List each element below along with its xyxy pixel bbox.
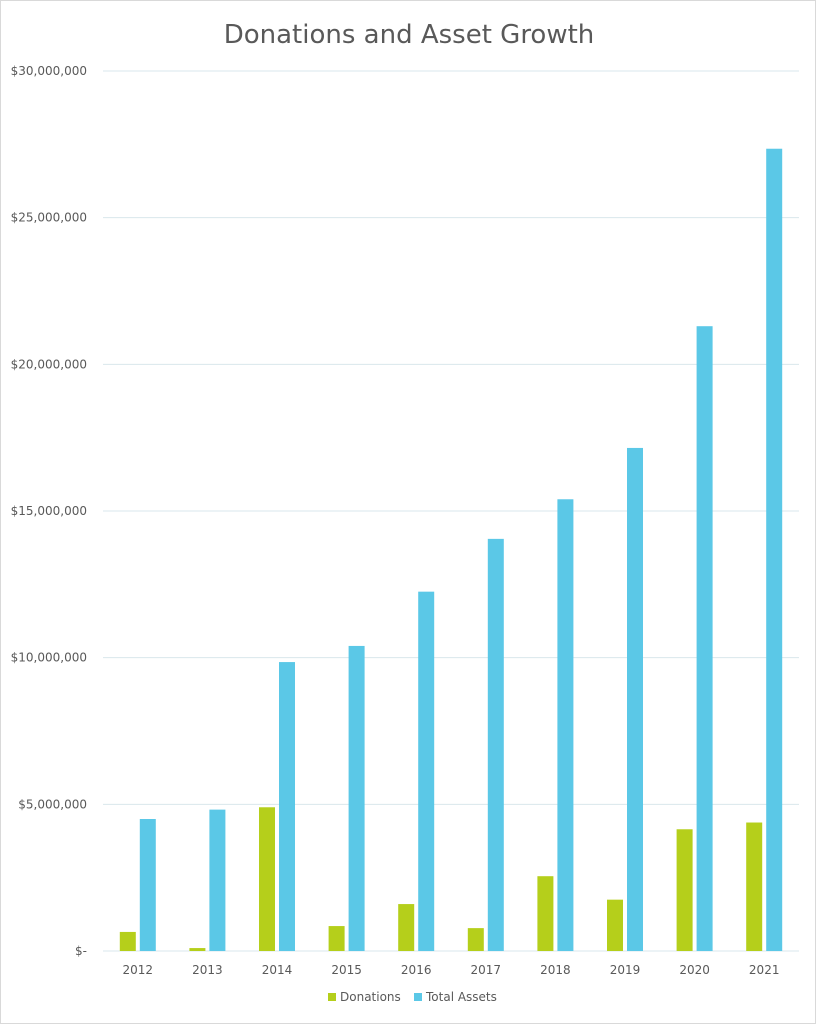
y-tick-label: $5,000,000 [18, 797, 87, 811]
y-tick-label: $15,000,000 [11, 504, 87, 518]
bar-total-assets-2012 [139, 819, 156, 951]
bar-donations-2015 [328, 926, 345, 951]
legend-label-total-assets: Total Assets [425, 990, 497, 1004]
bar-donations-2014 [259, 807, 275, 951]
bar-donations-2020 [676, 829, 693, 951]
legend-swatch-donations [328, 993, 336, 1001]
gridlines [103, 70, 799, 952]
bar-donations-2018 [537, 876, 554, 951]
y-tick-label: $25,000,000 [11, 211, 87, 225]
bar-donations-2013 [189, 948, 206, 951]
bar-total-assets-2015 [348, 645, 365, 951]
x-tick-label: 2016 [401, 963, 432, 977]
x-tick-label: 2014 [262, 963, 293, 977]
bar-donations-2016 [398, 904, 415, 951]
x-tick-label: 2021 [749, 963, 780, 977]
x-tick-label: 2012 [123, 963, 154, 977]
y-tick-label: $- [75, 944, 87, 958]
y-axis-ticks: $- $5,000,000 $10,000,000 $15,000,000 $20,00… [11, 64, 87, 958]
bars [119, 148, 783, 951]
bar-donations-2021 [746, 822, 763, 951]
x-tick-label: 2017 [471, 963, 502, 977]
y-tick-label: $30,000,000 [11, 64, 87, 78]
legend-label-donations: Donations [340, 990, 401, 1004]
bar-donations-2019 [607, 899, 623, 951]
bar-total-assets-2019 [627, 447, 643, 951]
x-axis-ticks: 2012 2013 2014 2015 2016 2017 2018 2019 2020 2021 [123, 963, 780, 977]
legend: Donations Total Assets [328, 990, 497, 1004]
x-tick-label: 2013 [192, 963, 223, 977]
bar-total-assets-2016 [418, 591, 435, 951]
bar-total-assets-2021 [766, 148, 783, 951]
bar-total-assets-2018 [557, 499, 574, 951]
bar-total-assets-2020 [696, 326, 713, 951]
bar-donations-2012 [119, 931, 136, 951]
bar-total-assets-2013 [209, 809, 226, 951]
x-tick-label: 2019 [610, 963, 641, 977]
y-tick-label: $20,000,000 [11, 357, 87, 371]
x-tick-label: 2020 [679, 963, 710, 977]
y-tick-label: $10,000,000 [11, 651, 87, 665]
chart-title: Donations and Asset Growth [224, 20, 595, 50]
x-tick-label: 2018 [540, 963, 571, 977]
x-tick-label: 2015 [331, 963, 362, 977]
bar-total-assets-2017 [487, 538, 504, 951]
legend-swatch-total-assets [414, 993, 422, 1001]
bar-donations-2017 [467, 928, 484, 951]
bar-total-assets-2014 [279, 662, 295, 951]
